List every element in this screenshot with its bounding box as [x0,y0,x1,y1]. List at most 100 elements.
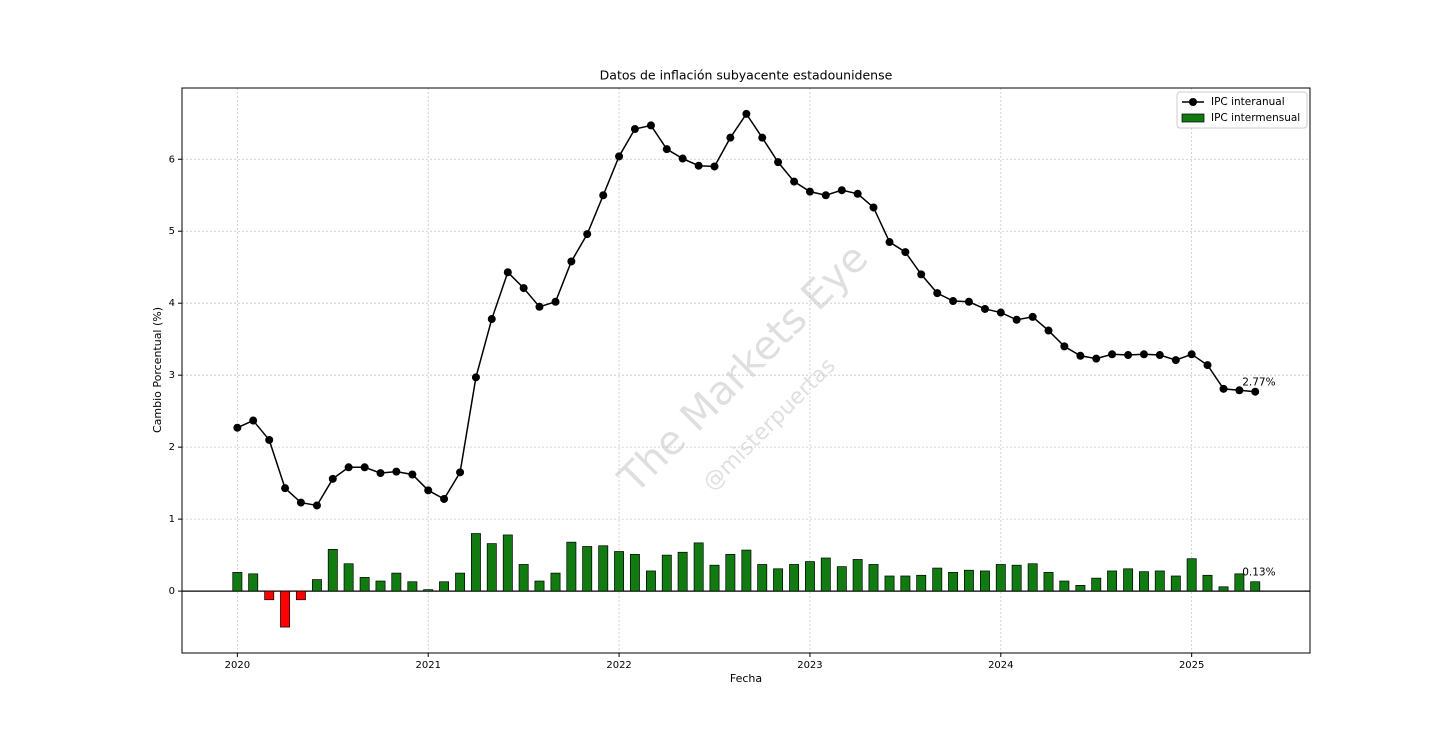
bar [1011,564,1022,592]
bar [900,575,911,592]
marker [328,474,337,483]
bar [566,541,577,592]
marker [1076,351,1085,360]
x-tick-label: 2025 [1179,660,1204,671]
y-tick-label: 2 [169,442,175,453]
bar [1202,574,1213,592]
marker [996,308,1005,317]
marker [583,230,592,239]
bar [820,557,831,592]
bar [995,564,1006,592]
bar [1139,571,1149,592]
bar [677,551,688,592]
bar [709,564,720,592]
y-axis-label: Cambio Porcentual (%) [151,307,164,433]
marker [1060,342,1069,351]
marker [567,257,576,266]
marker [1124,351,1133,360]
bar [327,549,338,592]
y-tick-label: 1 [169,514,175,525]
bar [439,581,449,592]
marker [1235,386,1244,395]
marker [901,248,910,257]
bar [359,577,370,592]
y-tick-label: 3 [169,370,175,381]
bar [789,564,800,592]
bar [1043,572,1054,592]
marker [790,177,799,186]
bar [455,572,466,592]
marker [917,270,926,279]
x-tick-label: 2024 [988,660,1013,671]
bar [518,564,529,592]
bar [550,572,561,592]
x-tick-label: 2021 [415,660,440,671]
marker [440,494,449,503]
marker [853,189,862,198]
chart-title: Datos de inflación subyacente estadounid… [600,68,893,83]
bar [248,573,259,592]
legend: IPC interanual IPC intermensual [1176,91,1308,129]
marker [1012,315,1021,324]
bar [1234,573,1245,592]
marker [1139,350,1148,359]
legend-label: IPC interanual [1211,96,1285,108]
marker [1187,350,1196,359]
marker [615,152,624,161]
marker [1155,351,1164,360]
marker [456,468,465,477]
marker [360,463,369,472]
bar [582,546,593,592]
bar [757,564,768,592]
bar [295,590,306,601]
legend-box [1176,91,1308,129]
x-tick-label: 2023 [797,660,822,671]
bar [948,572,959,592]
marker [949,297,958,306]
marker [1203,361,1212,370]
bar [598,545,609,592]
y-tick-label: 5 [169,226,175,237]
marker [758,133,767,142]
bar [1107,570,1118,592]
bar [646,570,656,592]
bar [423,589,434,592]
bar [1250,581,1261,592]
bar [1218,586,1229,592]
marker [678,154,687,163]
marker [408,470,417,479]
legend-swatch [1189,98,1197,106]
x-tick-label: 2022 [606,660,631,671]
plot-frame [181,87,1311,654]
marker [1108,350,1117,359]
marker [805,187,814,196]
bar [963,569,974,592]
marker [1044,326,1053,335]
marker [519,284,528,293]
marker [710,162,719,171]
bar [375,580,386,592]
marker [774,158,783,167]
bar [1027,563,1038,592]
bar [804,561,815,592]
bar [470,533,481,592]
bar [534,580,545,592]
bar [486,543,497,592]
marker [424,486,433,495]
bar [1075,584,1086,592]
y-tick-label: 0 [169,586,175,597]
end-label: 2.77% [1242,377,1275,389]
x-axis-label: Fecha [730,672,762,685]
x-tick-label: 2020 [225,660,250,671]
marker [599,191,608,200]
marker [296,498,305,507]
bar [916,574,927,592]
marker [980,304,989,313]
marker [1092,354,1101,363]
legend-label: IPC intermensual [1211,112,1300,124]
y-tick-label: 4 [169,298,175,309]
marker [503,268,512,277]
bar [264,590,275,601]
marker [694,161,703,170]
marker [233,423,242,432]
